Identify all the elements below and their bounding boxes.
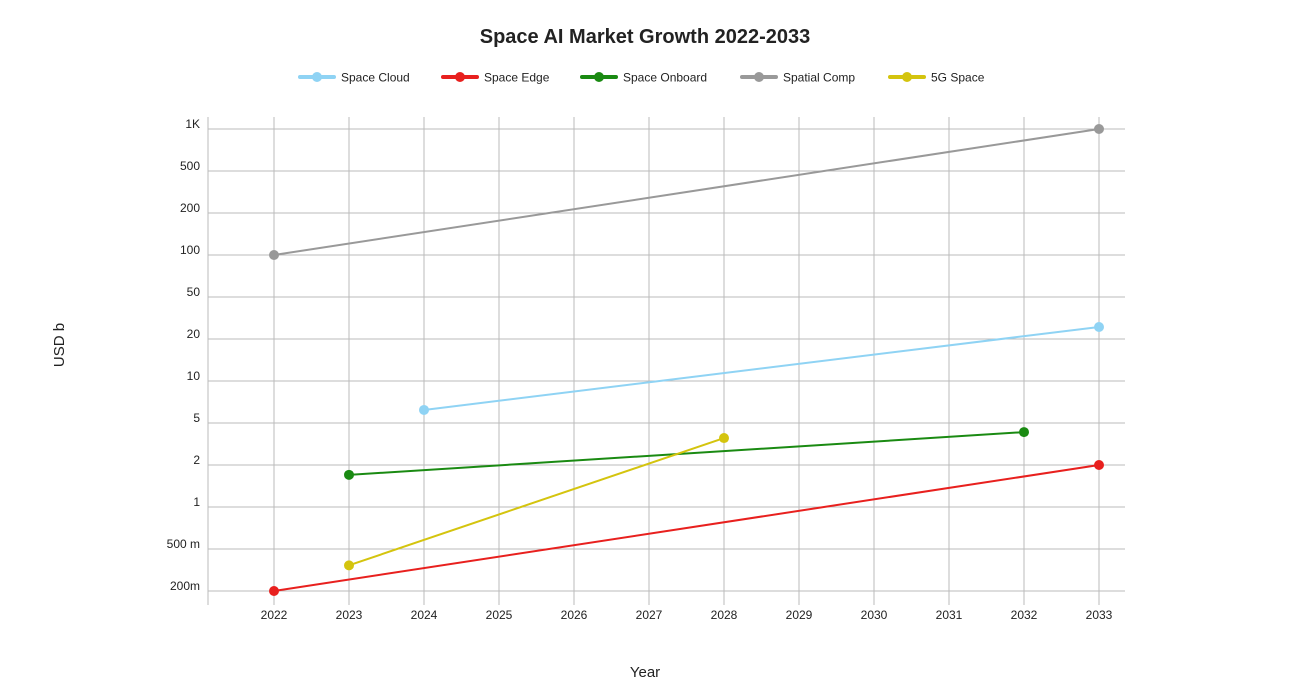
x-tick-label: 2028: [711, 608, 738, 622]
legend-marker: [902, 72, 912, 82]
data-point: [269, 586, 279, 596]
y-tick-label: 100: [180, 243, 200, 257]
legend-marker: [455, 72, 465, 82]
x-tick-label: 2031: [936, 608, 963, 622]
series-line: [273, 128, 1100, 256]
y-tick-label: 20: [187, 327, 201, 341]
series-space-onboard: [344, 427, 1029, 480]
legend-item: 5G Space: [888, 71, 985, 85]
y-tick-label: 500: [180, 159, 200, 173]
legend: Space Cloud Space Edge Space Onboard Spatia…: [298, 71, 985, 85]
series-line: [273, 464, 1100, 592]
y-tick-label: 50: [187, 285, 201, 299]
y-tick-label: 5: [193, 411, 200, 425]
series-space-cloud: [419, 321, 1104, 415]
x-tick-label: 2030: [861, 608, 888, 622]
grid: [207, 117, 1125, 605]
data-point: [719, 433, 729, 444]
y-tick-label: 200m: [170, 579, 200, 593]
legend-label: Space Edge: [484, 71, 550, 85]
x-tick-label: 2033: [1086, 608, 1113, 622]
x-tick-label: 2025: [486, 608, 513, 622]
legend-label: Spatial Comp: [783, 71, 855, 85]
legend-label: Space Cloud: [341, 71, 410, 85]
series-group: [269, 124, 1104, 596]
legend-label: 5G Space: [931, 71, 985, 85]
x-tick-label: 2027: [636, 608, 663, 622]
data-point: [419, 404, 429, 415]
x-tick-label: 2026: [561, 608, 588, 622]
data-point: [344, 560, 354, 571]
legend-item: Space Cloud: [298, 71, 410, 85]
x-axis-label: Year: [630, 664, 660, 681]
y-axis-label: USD b: [51, 323, 68, 367]
y-tick-label: 500 m: [167, 537, 200, 551]
data-point: [269, 250, 279, 260]
x-tick-label: 2029: [786, 608, 813, 622]
data-point: [1094, 124, 1104, 134]
y-tick-label: 1: [193, 495, 200, 509]
x-tick-label: 2023: [336, 608, 363, 622]
legend-marker: [594, 72, 604, 82]
series-5g-space: [344, 433, 729, 571]
data-point: [1094, 321, 1104, 332]
legend-marker: [312, 72, 322, 82]
y-tick-label: 200: [180, 201, 200, 215]
y-tick-label: 10: [187, 369, 201, 383]
series-space-edge: [269, 460, 1104, 596]
x-axis-ticks: 2022 2023 2024 2025 2026 2027 2028 2029 2030 2031…: [261, 608, 1113, 622]
legend-item: Spatial Comp: [740, 71, 855, 85]
x-tick-label: 2032: [1011, 608, 1038, 622]
data-point: [344, 469, 354, 480]
x-tick-label: 2024: [411, 608, 438, 622]
legend-item: Space Onboard: [580, 71, 707, 85]
legend-label: Space Onboard: [623, 71, 707, 85]
series-spatial-comp: [269, 124, 1104, 260]
legend-item: Space Edge: [441, 71, 550, 85]
y-tick-label: 2: [193, 453, 200, 467]
y-tick-label: 1K: [185, 117, 200, 131]
data-point: [1094, 460, 1104, 470]
legend-marker: [754, 72, 764, 82]
x-tick-label: 2022: [261, 608, 288, 622]
data-point: [1019, 427, 1029, 438]
y-axis-ticks: 200m 500 m 1 2 5 10 20 50 100 200 500 1K: [167, 117, 201, 593]
series-line: [423, 325, 1100, 411]
chart-title: Space AI Market Growth 2022-2033: [480, 26, 811, 48]
series-line: [348, 437, 725, 567]
series-line: [348, 431, 1025, 476]
